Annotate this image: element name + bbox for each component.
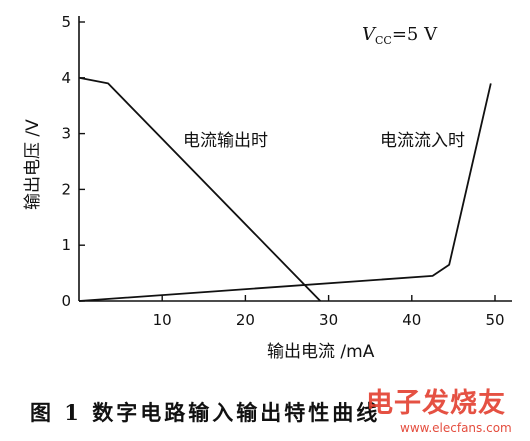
x-tick-label: 10 bbox=[153, 311, 172, 329]
x-ticks: 10 20 30 40 50 bbox=[153, 295, 505, 329]
x-tick-label: 20 bbox=[236, 311, 255, 329]
x-axis-title: 输出电流 /mA bbox=[267, 342, 375, 362]
watermark-logo: 电子发烧友 www.elecfans.com bbox=[366, 387, 512, 435]
y-tick-label: 1 bbox=[61, 236, 71, 254]
x-tick-label: 40 bbox=[402, 311, 421, 329]
y-tick-label: 4 bbox=[61, 69, 71, 87]
x-tick-label: 30 bbox=[319, 311, 338, 329]
series-label-output: 电流输出时 bbox=[183, 131, 268, 151]
x-tick-label: 50 bbox=[485, 311, 504, 329]
watermark-text: 电子发烧友 bbox=[366, 387, 506, 419]
y-tick-label: 5 bbox=[61, 13, 71, 31]
watermark-url: www.elecfans.com bbox=[400, 421, 512, 435]
curves bbox=[78, 76, 492, 302]
series-label-input: 电流流入时 bbox=[380, 131, 465, 151]
y-tick-label: 3 bbox=[61, 125, 71, 143]
y-axis-title: 输出电压 /V bbox=[23, 119, 43, 210]
figure-caption: 图 1 数字电路输入输出特性曲线 bbox=[30, 400, 380, 425]
y-ticks: 0 1 2 3 4 5 bbox=[61, 13, 85, 310]
y-tick-label: 0 bbox=[61, 292, 71, 310]
series-line-1 bbox=[78, 76, 321, 302]
y-tick-label: 2 bbox=[61, 180, 71, 198]
series-line-2 bbox=[78, 83, 492, 302]
vcc-annotation: VCC=5 V bbox=[362, 24, 438, 47]
